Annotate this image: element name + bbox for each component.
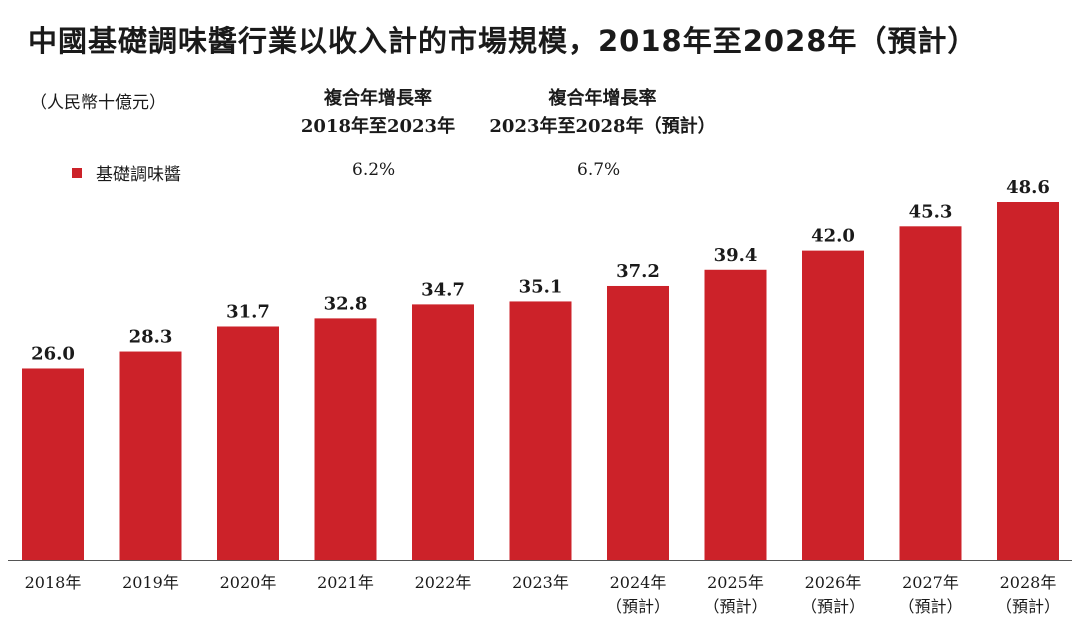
x-tick-label: 2019年 [122,573,179,592]
bar [509,301,572,560]
x-tick-sublabel: （預計） [801,597,865,616]
bar [802,250,864,560]
x-tick-label: 2020年 [220,573,277,592]
x-tick-label: 2028年 [1000,573,1057,592]
data-label: 32.8 [324,293,368,314]
data-label: 45.3 [909,201,953,222]
x-tick-sublabel: （預計） [703,597,767,616]
x-tick-sublabel: （預計） [606,597,670,616]
x-tick-label: 2025年 [707,573,764,592]
chart-title: 中國基礎調味醬行業以收入計的市場規模，2018年至2028年（預計） [28,24,978,58]
x-tick-label: 2027年 [902,573,959,592]
x-tick-label: 2021年 [317,573,374,592]
data-label: 35.1 [519,276,563,297]
x-tick-sublabel: （預計） [996,597,1060,616]
bar [314,318,377,560]
x-tick-label: 2026年 [805,573,862,592]
data-label: 34.7 [421,279,465,300]
data-label: 26.0 [31,343,75,364]
cagr-header-line2: 2023年至2028年（預計） [489,116,716,137]
cagr-header-line2: 2018年至2023年 [300,116,456,137]
data-label: 37.2 [616,261,660,282]
bar [22,368,84,560]
bar [704,269,767,560]
cagr-value-2023-2028: 6.7% [577,160,621,180]
data-label: 31.7 [226,301,270,322]
legend: 基礎調味醬 [72,160,181,185]
x-tick-label: 2023年 [512,573,569,592]
bar [997,202,1059,560]
bar [119,351,182,560]
legend-swatch [72,167,82,178]
x-tick-label: 2018年 [25,573,82,592]
cagr-header-line1: 複合年增長率 [548,88,657,109]
data-label: 28.3 [129,327,173,348]
data-label: 48.6 [1006,177,1050,198]
bar [412,304,474,560]
data-label: 39.4 [714,245,758,266]
data-label: 42.0 [811,226,855,247]
x-tick-label: 2024年 [610,573,667,592]
x-tick-sublabel: （預計） [898,597,962,616]
cagr-header-line1: 複合年增長率 [324,88,432,109]
bar [217,326,279,560]
bar [899,226,962,560]
cagr-value-2018-2023: 6.2% [352,160,396,180]
bar [607,285,669,560]
unit-label: （人民幣十億元） [30,93,166,113]
x-tick-label: 2022年 [415,573,472,592]
cagr-header-2018-2023: 複合年增長率 2018年至2023年 [278,85,478,141]
legend-label: 基礎調味醬 [96,165,181,185]
cagr-header-2023-2028: 複合年增長率 2023年至2028年（預計） [470,85,735,141]
